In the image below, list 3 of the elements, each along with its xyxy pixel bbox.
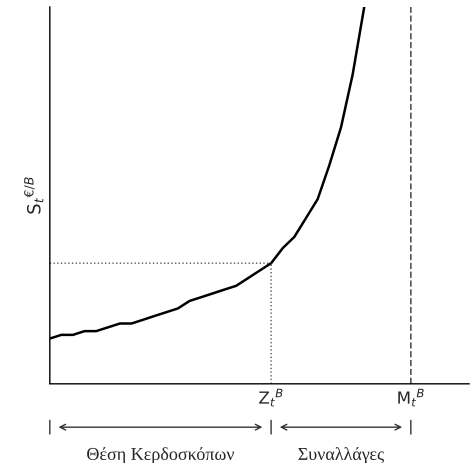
x-tick-label: M$_{t}$$^{B}$ (398, 388, 424, 406)
y-axis-title: S$_{t}$$^{€/B}$ (24, 177, 44, 214)
x-tick-label: Z$_{t}$$^{B}$ (259, 388, 282, 406)
